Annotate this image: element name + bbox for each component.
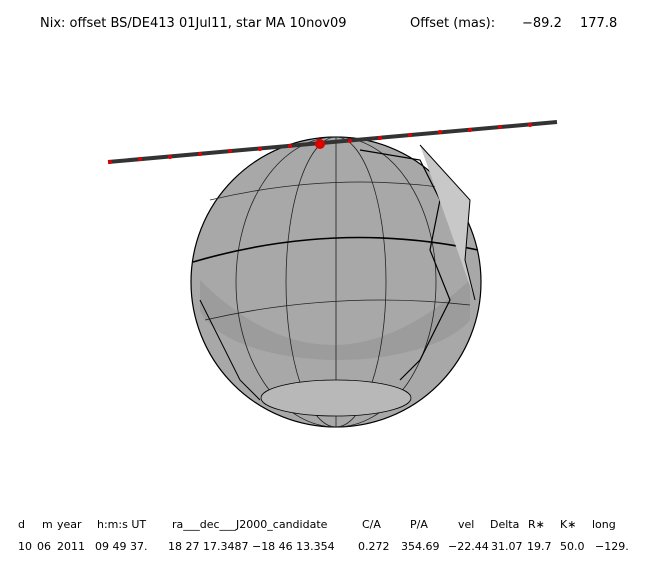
offset-value: −89.2 <box>522 16 562 31</box>
column-header: vel <box>458 518 474 531</box>
column-header: R∗ <box>528 518 545 531</box>
cell: 06 <box>37 540 51 553</box>
cell: 50.0 <box>560 540 585 553</box>
cell: 18 27 17.3487 −18 46 13.354 <box>168 540 335 553</box>
globe <box>190 136 482 428</box>
offset-label: Offset (mas): <box>410 16 495 31</box>
cell: 2011 <box>57 540 85 553</box>
column-header: h:m:s UT <box>97 518 146 531</box>
shadow-path <box>107 120 558 164</box>
column-header: C/A <box>362 518 381 531</box>
cell: 31.07 <box>491 540 523 553</box>
cell: 0.272 <box>358 540 390 553</box>
data-table: d m year h:m:s UT ra___dec___J2000_candidate… <box>18 518 629 553</box>
title: Nix: offset BS/DE413 01Jul11, star MA 10… <box>40 16 347 31</box>
cell: 19.7 <box>527 540 552 553</box>
cell: 10 <box>18 540 32 553</box>
cell: −129. <box>595 540 629 553</box>
offset-value: 177.8 <box>580 16 617 31</box>
column-header: P/A <box>410 518 428 531</box>
cell: 09 49 37. <box>95 540 147 553</box>
cell: −22.44 <box>448 540 489 553</box>
column-header: year <box>57 518 82 531</box>
cell: 354.69 <box>401 540 440 553</box>
column-header: Delta <box>490 518 519 531</box>
column-header: m <box>42 518 53 531</box>
column-header: K∗ <box>560 518 576 531</box>
column-header: long <box>592 518 616 531</box>
column-header: d <box>18 518 25 531</box>
column-header: ra___dec___J2000_candidate <box>172 518 328 531</box>
